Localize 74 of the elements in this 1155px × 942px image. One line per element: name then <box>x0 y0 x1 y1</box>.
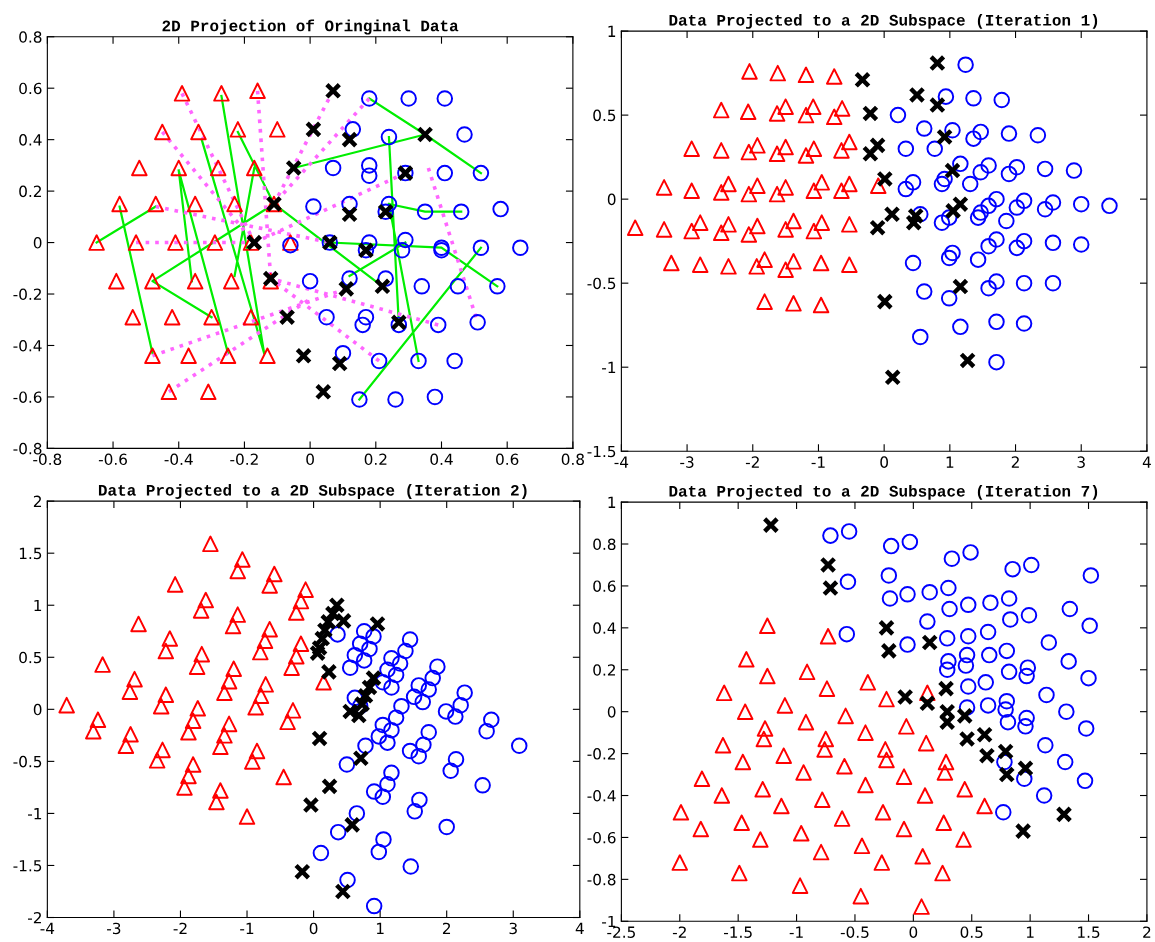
y-tick-label: -0.4 <box>13 339 42 352</box>
y-tick-label: -0.5 <box>13 755 42 768</box>
chart-title: 2D Projection of Oringinal Data <box>162 19 459 35</box>
x-tick-label: 0.6 <box>496 453 519 466</box>
y-tick-label: 2 <box>33 495 41 507</box>
x-tick-label: 1 <box>1026 926 1034 938</box>
y-tick-label: 1.5 <box>19 547 42 560</box>
x-tick-label: 4 <box>575 922 584 934</box>
x-tick-label: -2.5 <box>607 926 635 938</box>
chart-title: Data Projected to a 2D Subspace (Iteration 2) <box>98 484 527 499</box>
x-tick-label: -4 <box>614 456 629 468</box>
x-tick-label: -2 <box>173 922 187 934</box>
y-tick-label: 0 <box>33 237 42 249</box>
x-tick-label: 4 <box>1142 456 1151 468</box>
x-tick-label: 1.5 <box>1078 926 1100 938</box>
x-tick-label: 0.2 <box>364 453 387 466</box>
y-tick-label: 0.5 <box>593 109 616 122</box>
y-tick-label: -1 <box>602 361 616 373</box>
x-tick-label: -0.4 <box>164 453 193 466</box>
x-tick-label: 0.5 <box>960 926 983 938</box>
x-tick-label: -3 <box>680 456 694 468</box>
y-tick-label: 0.8 <box>593 538 616 551</box>
y-tick-label: 0.2 <box>19 185 41 198</box>
x-tick-label: 0.4 <box>430 453 453 466</box>
x-tick-label: -2 <box>745 456 759 468</box>
y-tick-label: -1.5 <box>587 445 616 458</box>
x-tick-label: -1 <box>811 456 825 468</box>
y-tick-label: 1 <box>608 25 616 37</box>
y-tick-label: 0.6 <box>19 82 42 95</box>
y-tick-label: 0.6 <box>593 580 616 592</box>
y-tick-label: -1 <box>28 808 42 820</box>
y-tick-label: 0.5 <box>19 651 42 664</box>
x-tick-label: 2 <box>1011 456 1019 468</box>
y-tick-label: -2 <box>28 911 41 924</box>
y-tick-label: 1 <box>608 496 616 508</box>
y-tick-label: -0.4 <box>587 789 616 802</box>
x-tick-label: 0 <box>909 926 918 938</box>
y-tick-label: 1 <box>34 599 42 612</box>
x-tick-label: -0.6 <box>98 453 127 466</box>
x-tick-label: 1 <box>946 456 954 468</box>
x-tick-label: 3 <box>509 922 517 935</box>
x-tick-label: -4 <box>40 922 55 934</box>
x-tick-label: 0 <box>309 922 318 935</box>
y-tick-label: 0 <box>33 703 42 716</box>
y-tick-label: -0.6 <box>13 391 42 403</box>
x-tick-label: -1 <box>789 926 803 938</box>
chart-title: Data Projected to a 2D Subspace (Iteration 1) <box>669 13 1098 29</box>
x-tick-label: 3 <box>1077 456 1085 468</box>
y-tick-label: -0.8 <box>13 442 42 455</box>
y-tick-label: -0.2 <box>587 748 615 760</box>
y-tick-label: 0.8 <box>19 31 42 43</box>
x-tick-label: 0 <box>880 456 888 468</box>
y-tick-label: 0.4 <box>593 622 616 634</box>
x-tick-label: -0.2 <box>230 453 258 466</box>
y-tick-label: -0.6 <box>587 831 616 844</box>
y-tick-label: 0 <box>607 706 616 718</box>
x-tick-label: 0 <box>306 453 314 466</box>
x-tick-label: -2 <box>672 926 686 938</box>
x-tick-label: -1.5 <box>724 926 752 938</box>
x-tick-label: 2 <box>1143 926 1151 938</box>
y-tick-label: 0.4 <box>19 134 42 146</box>
x-tick-label: -0.5 <box>840 926 869 938</box>
y-tick-label: -1.5 <box>13 860 42 872</box>
y-tick-label: -0.2 <box>13 288 41 301</box>
x-tick-label: 0.8 <box>561 453 584 466</box>
x-tick-label: -1 <box>240 922 254 934</box>
y-tick-label: 0.2 <box>593 664 615 676</box>
chart-title: Data Projected to a 2D Subspace (Iteration 7) <box>669 484 1098 500</box>
x-tick-label: 2 <box>442 922 451 934</box>
y-tick-label: -0.8 <box>587 873 616 886</box>
y-tick-label: 0 <box>607 193 616 206</box>
y-tick-label: -0.5 <box>587 277 616 290</box>
x-tick-label: -3 <box>107 922 121 935</box>
x-tick-label: 1 <box>376 922 384 934</box>
